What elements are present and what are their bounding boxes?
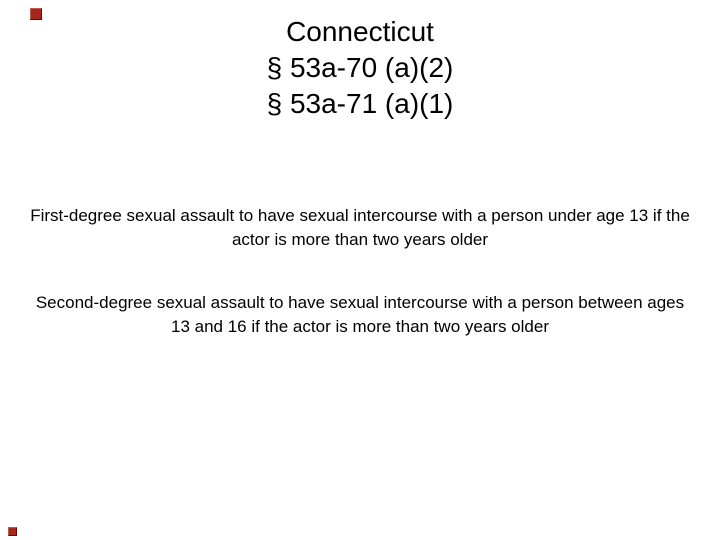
- second-degree-paragraph: Second-degree sexual assault to have sex…: [35, 293, 685, 336]
- slide-title: Connecticut § 53a-70 (a)(2) § 53a-71 (a)…: [0, 14, 720, 122]
- slide-nav-button-bottom-left[interactable]: [8, 527, 17, 536]
- first-degree-paragraph: First-degree sexual assault to have sexu…: [30, 206, 690, 249]
- slide-title-statute-1: § 53a-70 (a)(2): [266, 52, 454, 83]
- slide-nav-button-top-left[interactable]: [30, 8, 42, 20]
- slide-title-state: Connecticut: [286, 16, 434, 47]
- slide-title-statute-2: § 53a-71 (a)(1): [266, 88, 454, 119]
